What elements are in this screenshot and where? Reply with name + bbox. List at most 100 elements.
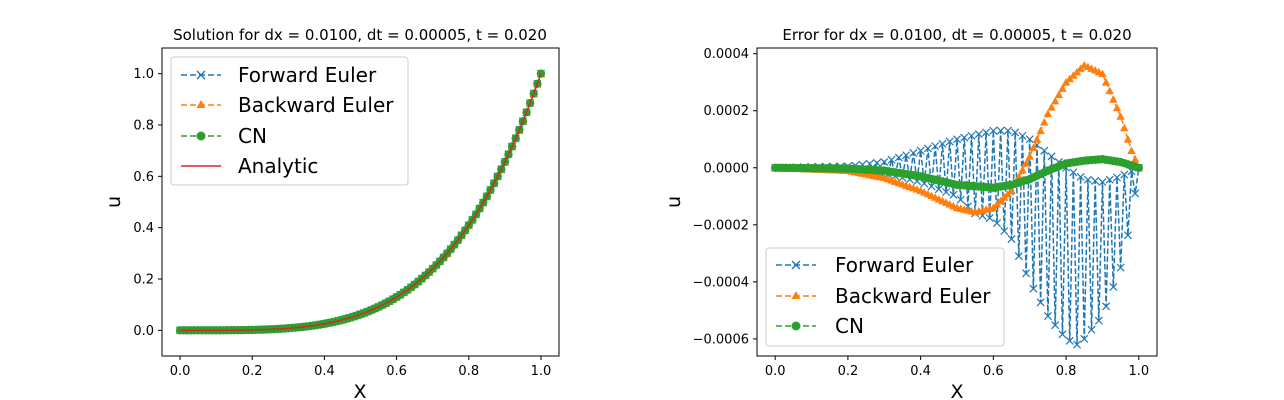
data-point-forward-euler bbox=[880, 158, 889, 167]
data-point-forward-euler bbox=[1109, 282, 1118, 292]
data-point-backward-euler bbox=[1123, 135, 1133, 143]
data-point-forward-euler bbox=[1080, 334, 1089, 343]
legend-marker-triangle bbox=[196, 100, 206, 108]
legend-marker-circle bbox=[196, 131, 206, 141]
data-point-forward-euler bbox=[967, 131, 976, 140]
legend-label-backward-euler: Backward Euler bbox=[835, 284, 991, 308]
solution-legend: Forward Euler Backward Euler CN Analytic bbox=[170, 56, 409, 186]
data-point-forward-euler bbox=[909, 148, 918, 157]
data-point-forward-euler bbox=[952, 135, 962, 144]
data-point-forward-euler bbox=[1112, 173, 1122, 182]
data-point-forward-euler bbox=[1058, 330, 1067, 339]
data-point-forward-euler bbox=[985, 213, 994, 222]
legend-label-cn: CN bbox=[238, 124, 267, 148]
data-point-backward-euler bbox=[1058, 84, 1067, 92]
legend-marker-x bbox=[791, 260, 801, 270]
y-tick-label: 0.0 bbox=[133, 324, 154, 339]
error-plot-title: Error for dx = 0.0100, dt = 0.00005, t =… bbox=[782, 26, 1131, 44]
data-point-forward-euler bbox=[1003, 126, 1012, 135]
data-point-forward-euler bbox=[1105, 175, 1114, 184]
data-point-forward-euler bbox=[1025, 135, 1034, 144]
series-analytic bbox=[180, 73, 542, 332]
data-point-forward-euler bbox=[1011, 128, 1020, 137]
data-point-forward-euler bbox=[1102, 302, 1111, 311]
x-tick-label: 0.4 bbox=[910, 364, 931, 379]
data-point-forward-euler bbox=[1029, 284, 1038, 293]
solution-y-ticks: 0.0 0.2 0.4 0.6 0.8 1.0 bbox=[133, 67, 162, 339]
y-tick-label: 1.0 bbox=[133, 67, 154, 82]
legend-marker-x bbox=[196, 70, 206, 80]
data-point-forward-euler bbox=[982, 128, 991, 137]
solution-x-axis-label: X bbox=[353, 381, 366, 400]
error-plot-marks bbox=[770, 60, 1144, 349]
data-point-forward-euler bbox=[1091, 176, 1100, 185]
data-point-forward-euler bbox=[942, 187, 951, 197]
error-plot-panel: Error for dx = 0.0100, dt = 0.00005, t =… bbox=[663, 26, 1158, 400]
legend-entry-forward-euler: Forward Euler bbox=[181, 63, 377, 87]
data-point-forward-euler bbox=[1018, 131, 1027, 140]
data-point-forward-euler bbox=[992, 219, 1002, 228]
data-point-forward-euler bbox=[1072, 340, 1082, 349]
x-tick-label: 1.0 bbox=[1128, 364, 1149, 379]
data-point-forward-euler bbox=[949, 190, 958, 199]
data-point-forward-euler bbox=[1022, 269, 1031, 278]
data-point-forward-euler bbox=[927, 182, 936, 191]
data-point-cn bbox=[1134, 163, 1144, 172]
data-point-backward-euler bbox=[1029, 143, 1038, 152]
y-tick-label: 0.6 bbox=[133, 170, 154, 185]
error-legend: Forward Euler Backward Euler CN bbox=[765, 247, 1005, 347]
solution-plot-marks bbox=[175, 69, 546, 335]
legend-label-forward-euler: Forward Euler bbox=[835, 253, 974, 277]
data-point-forward-euler bbox=[996, 126, 1005, 135]
error-x-axis-label: X bbox=[950, 381, 963, 400]
data-point-backward-euler bbox=[1032, 135, 1042, 143]
data-point-forward-euler bbox=[1083, 175, 1092, 184]
legend-entry-cn: CN bbox=[776, 314, 864, 338]
error-legend-box bbox=[765, 247, 1005, 347]
x-tick-label: 0.6 bbox=[983, 364, 1004, 379]
series-cn bbox=[770, 155, 1144, 192]
data-point-backward-euler bbox=[1043, 109, 1053, 117]
solution-y-axis-label: u bbox=[103, 196, 125, 208]
data-point-forward-euler bbox=[1131, 189, 1140, 198]
data-point-backward-euler bbox=[1101, 78, 1111, 86]
x-tick-label: 0.8 bbox=[1056, 364, 1077, 379]
data-point-forward-euler bbox=[1087, 325, 1096, 334]
legend-entry-cn: CN bbox=[181, 124, 267, 148]
y-tick-label: 0.0000 bbox=[704, 161, 750, 176]
y-tick-label: −0.0004 bbox=[693, 275, 749, 290]
y-tick-label: 0.0004 bbox=[704, 47, 750, 62]
data-point-backward-euler bbox=[1018, 165, 1027, 174]
legend-label-cn: CN bbox=[835, 314, 864, 338]
solution-legend-box bbox=[170, 56, 409, 186]
x-tick-label: 0.0 bbox=[765, 364, 786, 379]
legend-label-forward-euler: Forward Euler bbox=[238, 63, 377, 87]
y-tick-label: −0.0006 bbox=[693, 332, 749, 347]
data-point-forward-euler bbox=[1069, 168, 1078, 177]
legend-entry-backward-euler: Backward Euler bbox=[776, 284, 991, 308]
data-point-forward-euler bbox=[887, 155, 896, 164]
data-point-forward-euler bbox=[1047, 152, 1056, 161]
x-tick-label: 0.8 bbox=[458, 364, 479, 379]
legend-entry-analytic: Analytic bbox=[181, 154, 318, 178]
y-tick-label: 0.2 bbox=[133, 273, 154, 288]
data-point-backward-euler bbox=[1036, 126, 1045, 135]
data-point-backward-euler bbox=[1025, 152, 1034, 160]
data-point-forward-euler bbox=[916, 146, 925, 155]
data-point-backward-euler bbox=[1112, 103, 1122, 112]
data-point-forward-euler bbox=[1065, 336, 1074, 345]
error-y-ticks: −0.0006 −0.0004 −0.0002 0.0000 0.0002 0.0004 bbox=[693, 47, 757, 347]
data-point-forward-euler bbox=[1094, 316, 1103, 325]
data-point-backward-euler bbox=[1007, 186, 1016, 194]
series-line-analytic bbox=[180, 73, 542, 332]
data-point-backward-euler bbox=[1109, 95, 1118, 103]
data-point-forward-euler bbox=[872, 158, 882, 167]
data-point-forward-euler bbox=[1076, 172, 1085, 181]
data-point-backward-euler bbox=[1050, 96, 1060, 105]
data-point-backward-euler bbox=[1047, 103, 1056, 111]
data-point-backward-euler bbox=[1098, 69, 1107, 78]
data-point-forward-euler bbox=[1000, 227, 1009, 236]
data-point-backward-euler bbox=[1021, 159, 1031, 167]
y-tick-label: −0.0002 bbox=[693, 218, 749, 233]
